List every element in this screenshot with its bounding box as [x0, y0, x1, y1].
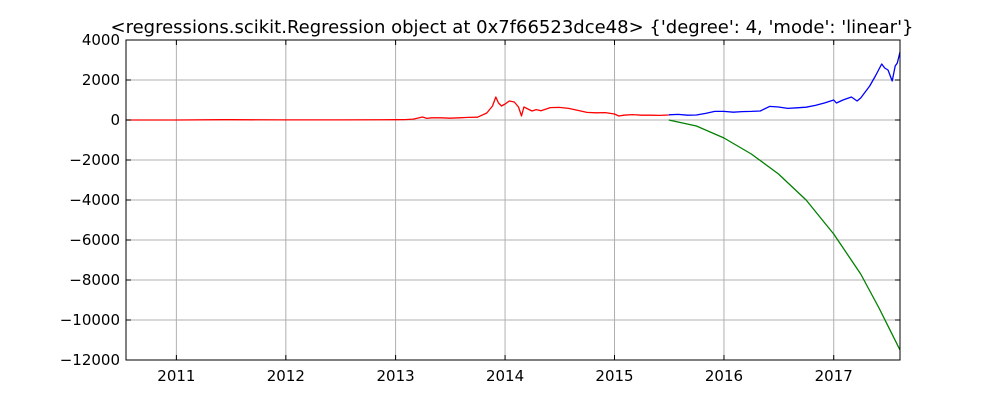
y-tick-label: 0 — [110, 111, 120, 129]
y-tick-label: −12000 — [60, 351, 120, 369]
series-line-2 — [668, 119, 901, 351]
x-tick-label: 2016 — [705, 367, 743, 385]
y-tick-label: 4000 — [82, 31, 120, 49]
y-tick-label: −10000 — [60, 311, 120, 329]
x-tick-label: 2011 — [157, 367, 195, 385]
x-tick-label: 2015 — [595, 367, 633, 385]
y-tick-label: −2000 — [69, 151, 120, 169]
y-tick-label: −6000 — [69, 231, 120, 249]
y-tick-label: −8000 — [69, 271, 120, 289]
y-tick-label: −4000 — [69, 191, 120, 209]
ticks — [126, 39, 900, 361]
x-tick-label: 2012 — [267, 367, 305, 385]
x-tick-label: 2014 — [486, 367, 524, 385]
series-layer — [126, 51, 901, 351]
x-tick-label: 2017 — [815, 367, 853, 385]
x-tick-label: 2013 — [377, 367, 415, 385]
grid — [126, 39, 900, 361]
y-tick-label: 2000 — [82, 71, 120, 89]
chart-title: <regressions.scikit.Regression object at… — [111, 17, 914, 38]
series-line-0 — [126, 96, 669, 121]
tick-labels: 2011 2012 2013 2014 2015 2016 2017 4000 2000 0 −20… — [60, 31, 853, 385]
series-line-1 — [668, 51, 901, 116]
